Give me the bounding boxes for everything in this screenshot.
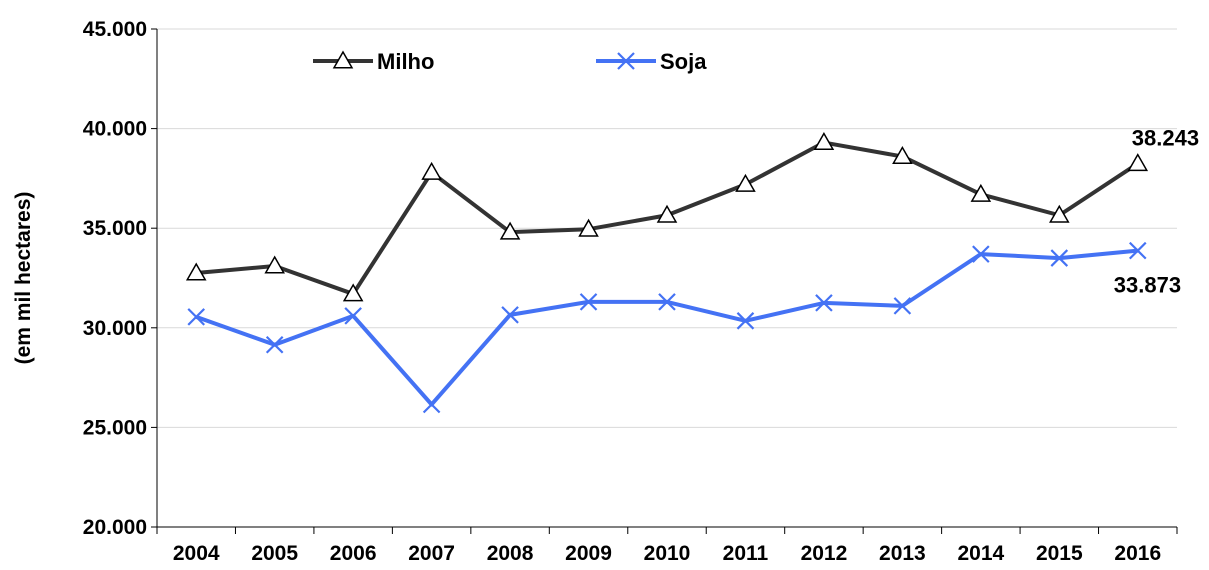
triangle-marker <box>1127 153 1149 172</box>
y-tick-label: 25.000 <box>83 416 147 439</box>
triangle-marker <box>421 161 442 180</box>
triangle-marker <box>970 183 992 202</box>
triangle-marker <box>185 262 207 281</box>
triangle-marker <box>342 283 364 302</box>
x-marker <box>972 245 990 263</box>
x-marker <box>501 306 519 324</box>
legend-label-milho: Milho <box>377 49 434 74</box>
x-marker <box>815 294 833 312</box>
triangle-marker <box>264 255 285 274</box>
x-marker <box>736 312 755 330</box>
x-marker <box>344 307 362 325</box>
x-tick-label: 2007 <box>408 542 455 565</box>
x-tick-label: 2016 <box>1114 542 1161 565</box>
x-tick-label: 2010 <box>644 542 691 565</box>
x-tick-label: 2004 <box>173 542 220 565</box>
x-tick-label: 2006 <box>330 542 377 565</box>
triangle-marker <box>813 132 835 151</box>
y-tick-label: 20.000 <box>83 516 147 539</box>
triangle-marker <box>892 145 913 164</box>
y-axis-title: (em mil hectares) <box>12 192 35 365</box>
x-marker <box>893 297 912 315</box>
triangle-marker <box>499 221 521 240</box>
legend-label-soja: Soja <box>660 49 707 74</box>
data-label-milho: 38.243 <box>1132 126 1199 151</box>
series-group <box>185 132 1149 414</box>
x-marker <box>617 52 635 70</box>
x-marker <box>579 293 598 311</box>
gridlines <box>157 28 1177 428</box>
x-tick-label: 2008 <box>487 542 534 565</box>
triangle-marker <box>735 173 756 192</box>
triangle-marker <box>656 204 678 223</box>
x-tick-label: 2009 <box>565 542 612 565</box>
y-tick-label: 30.000 <box>83 317 147 340</box>
y-tick-label: 40.000 <box>83 118 147 141</box>
data-label-soja: 33.873 <box>1114 273 1181 298</box>
x-marker <box>1128 241 1147 260</box>
y-tick-label: 35.000 <box>83 217 147 240</box>
axes: 20.000 25.000 30.000 35.000 40.000 45.000 2004… <box>83 18 1178 565</box>
legend: Milho Soja <box>313 49 707 74</box>
x-tick-label: 2011 <box>723 542 769 565</box>
x-marker <box>1050 249 1069 267</box>
x-marker <box>265 335 284 354</box>
data-labels: 38.243 33.873 <box>1114 126 1199 298</box>
x-tick-label: 2005 <box>251 542 298 565</box>
x-tick-label: 2014 <box>957 542 1004 565</box>
x-tick-label: 2015 <box>1036 542 1083 565</box>
triangle-marker <box>1049 204 1070 223</box>
x-marker <box>422 395 441 414</box>
y-tick-label: 45.000 <box>83 18 147 41</box>
x-tick-label: 2013 <box>879 542 926 565</box>
x-marker <box>187 308 206 326</box>
triangle-marker <box>578 218 599 237</box>
x-marker <box>658 293 676 311</box>
x-tick-label: 2012 <box>801 542 848 565</box>
triangle-marker <box>332 50 354 69</box>
